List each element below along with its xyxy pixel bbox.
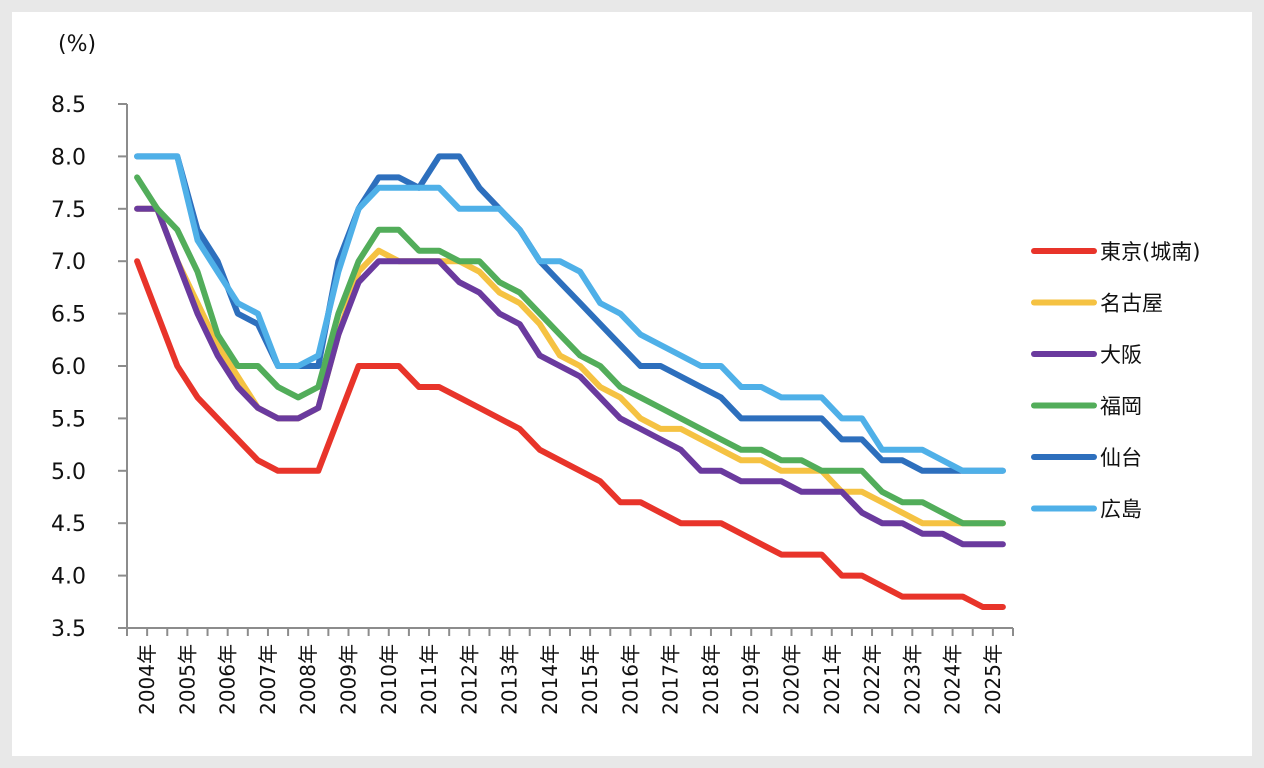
x-tick-label: 2018年	[699, 644, 723, 715]
y-tick-label: 5.0	[51, 460, 86, 485]
series-line-3	[134, 174, 1006, 527]
x-tick-label: 2009年	[337, 644, 361, 715]
x-tick-label: 2016年	[618, 644, 642, 715]
x-tick-label: 2013年	[498, 644, 522, 715]
y-tick-label: 7.0	[51, 250, 86, 275]
y-tick-label: 4.0	[51, 565, 86, 590]
legend-label: 大阪	[1100, 343, 1142, 367]
x-tick-label: 2012年	[457, 644, 481, 715]
x-tick-label: 2020年	[780, 644, 804, 715]
x-tick-label: 2007年	[256, 644, 280, 715]
x-tick-label: 2021年	[820, 644, 844, 715]
x-tick-label: 2017年	[659, 644, 683, 715]
y-tick-label: 3.5	[51, 617, 86, 642]
y-tick-label: 6.0	[51, 355, 86, 380]
y-tick-label: 8.0	[51, 145, 86, 170]
legend-label: 福岡	[1100, 395, 1142, 419]
legend-label: 広島	[1100, 498, 1142, 522]
x-tick-label: 2011年	[417, 644, 441, 715]
y-tick-label: 7.5	[51, 198, 86, 223]
y-tick-label: 5.5	[51, 407, 86, 432]
legend-item: 名古屋	[1031, 292, 1163, 316]
x-tick-label: 2014年	[538, 644, 562, 715]
legend-item: 広島	[1031, 498, 1142, 522]
x-tick-label: 2008年	[296, 644, 320, 715]
y-tick-label: 8.5	[51, 93, 86, 118]
x-tick-label: 2022年	[860, 644, 884, 715]
legend-label: 仙台	[1100, 446, 1142, 470]
y-tick-label: 6.5	[51, 303, 86, 328]
x-tick-label: 2006年	[216, 644, 240, 715]
legend-label: 名古屋	[1100, 292, 1163, 316]
x-tick-label: 2010年	[377, 644, 401, 715]
y-axis: 8.5 8.0 7.5 7.0 6.5 6.0 5.5 5.0 4.5 4.0 3.5	[51, 93, 128, 642]
legend-item: 大阪	[1031, 343, 1142, 367]
x-axis: 2004年 2005年 2006年 2007年 2008年 2009年 2010年 2011年…	[118, 627, 1014, 715]
x-tick-label: 2025年	[981, 644, 1005, 715]
legend-item: 東京(城南)	[1031, 240, 1200, 264]
x-tick-label: 2024年	[941, 644, 965, 715]
y-unit-label: (%)	[58, 32, 96, 57]
series-line-5	[134, 153, 1006, 474]
legend-label: 東京(城南)	[1100, 240, 1200, 264]
series-line-1	[134, 205, 1006, 527]
x-tick-label: 2019年	[739, 644, 763, 715]
chart-panel	[12, 12, 1252, 756]
legend-item: 仙台	[1031, 446, 1142, 470]
x-tick-label: 2005年	[175, 644, 199, 715]
legend-item: 福岡	[1031, 395, 1142, 419]
x-tick-label: 2023年	[900, 644, 924, 715]
y-tick-label: 4.5	[51, 512, 86, 537]
series-line-4	[134, 153, 1006, 474]
series-line-0	[134, 258, 1006, 610]
x-tick-label: 2004年	[135, 644, 159, 715]
x-tick-label: 2015年	[578, 644, 602, 715]
series-line-2	[134, 205, 1006, 548]
series-lines	[134, 153, 1006, 610]
